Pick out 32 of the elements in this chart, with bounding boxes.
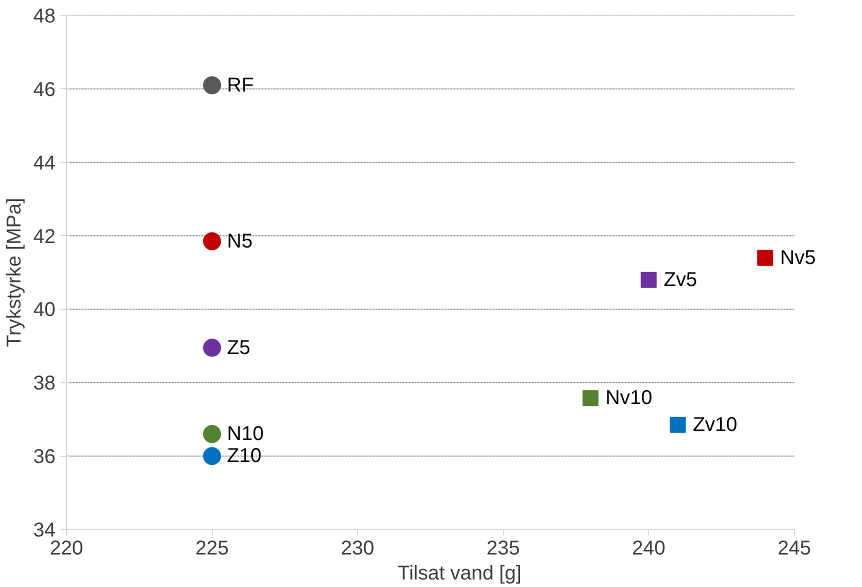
series-label: Zv10 (692, 414, 738, 436)
point (203, 447, 222, 466)
y-tick-label: 38 (33, 372, 56, 395)
y-tick-label: 40 (33, 299, 56, 322)
point (203, 76, 222, 94)
series-label: Nv5 (780, 246, 816, 269)
point (757, 250, 774, 266)
y-tick-label: 46 (33, 78, 56, 101)
y-axis-title: Trykstyrke [MPa] (3, 198, 26, 348)
series-label: RF (227, 74, 254, 96)
point (582, 390, 598, 406)
point (670, 416, 686, 433)
x-tick-label: 245 (778, 538, 811, 560)
series-label: Nv10 (606, 387, 652, 410)
x-tick-label: 235 (486, 538, 520, 560)
y-tick-label: 42 (33, 226, 56, 248)
series-label: Zv5 (664, 268, 698, 291)
x-tick-label: 230 (340, 538, 374, 560)
series-label: Z10 (227, 445, 262, 468)
x-tick-label: 225 (195, 538, 229, 560)
point (203, 338, 222, 357)
y-tick-label: 44 (33, 152, 56, 174)
x-axis-title: Tilsat vand [g] (398, 562, 522, 584)
y-tick-label: 36 (33, 446, 56, 468)
y-tick-label: 48 (33, 6, 56, 28)
x-tick-label: 240 (632, 538, 666, 560)
point (203, 425, 222, 444)
point (203, 232, 222, 250)
series-label: N10 (227, 423, 264, 446)
series-label: Z5 (227, 336, 250, 359)
point (640, 272, 657, 288)
series-label: N5 (227, 230, 253, 252)
